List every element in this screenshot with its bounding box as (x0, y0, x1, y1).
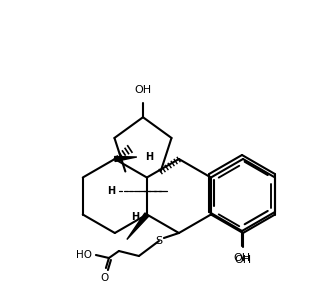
Text: HO: HO (76, 250, 92, 260)
Text: O: O (101, 273, 109, 283)
Text: OH: OH (233, 253, 251, 263)
Text: H: H (145, 152, 153, 162)
Polygon shape (127, 213, 149, 239)
Text: OH: OH (134, 85, 151, 95)
Text: S: S (155, 236, 162, 246)
Text: H: H (107, 186, 115, 196)
Polygon shape (115, 156, 137, 161)
Text: H: H (131, 212, 139, 222)
Text: OH: OH (234, 255, 252, 265)
